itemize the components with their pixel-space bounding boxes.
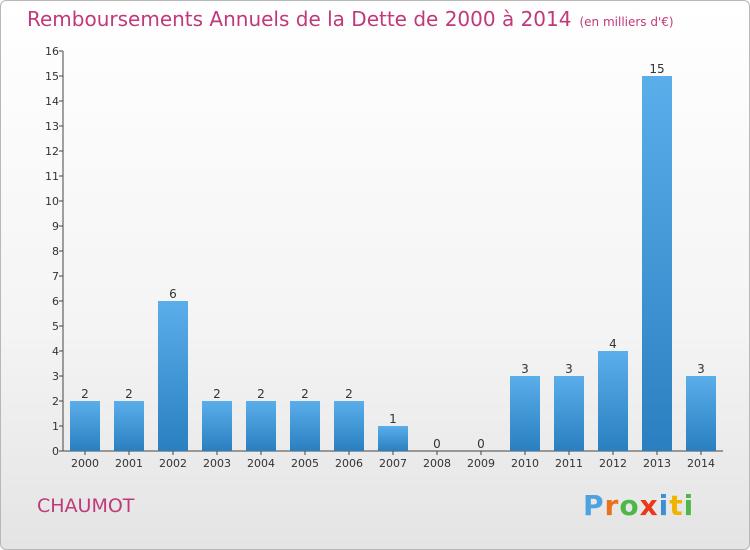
x-tick-label-2000: 2000 xyxy=(71,457,99,470)
y-tick-label: 10 xyxy=(45,195,59,208)
chart-unit: (en milliers d'€) xyxy=(579,15,674,29)
bar-2005 xyxy=(290,401,320,451)
brand-letter: i xyxy=(683,489,695,522)
value-label-2008: 0 xyxy=(433,437,441,451)
x-tick-label-2009: 2009 xyxy=(467,457,495,470)
brand-letter: i xyxy=(658,489,670,522)
bar-2011 xyxy=(554,376,584,451)
y-tick-label: 9 xyxy=(52,220,59,233)
x-tick-label-2003: 2003 xyxy=(203,457,231,470)
x-tick-label-2001: 2001 xyxy=(115,457,143,470)
chart-title: Remboursements Annuels de la Dette de 20… xyxy=(27,7,674,31)
brand-letter: o xyxy=(619,489,640,522)
y-tick-label: 7 xyxy=(52,270,59,283)
x-tick-label-2013: 2013 xyxy=(643,457,671,470)
value-label-2000: 2 xyxy=(81,387,89,401)
value-label-2006: 2 xyxy=(345,387,353,401)
value-label-2007: 1 xyxy=(389,412,397,426)
y-tick-label: 4 xyxy=(52,345,59,358)
y-tick-label: 11 xyxy=(45,170,59,183)
value-label-2002: 6 xyxy=(169,287,177,301)
x-tick-label-2014: 2014 xyxy=(687,457,715,470)
bar-layer: 2 2 6 2 2 2 2 1 0 0 3 3 4 15 3 xyxy=(70,62,716,451)
x-tick-label-2007: 2007 xyxy=(379,457,407,470)
bar-2000 xyxy=(70,401,100,451)
bar-2002 xyxy=(158,301,188,451)
bar-2010 xyxy=(510,376,540,451)
value-label-2014: 3 xyxy=(697,362,705,376)
brand-letter: P xyxy=(583,489,605,522)
brand-letter: t xyxy=(669,489,684,522)
value-label-2013: 15 xyxy=(649,62,664,76)
brand-letter: r xyxy=(604,489,620,522)
bar-2003 xyxy=(202,401,232,451)
x-tick-label-2004: 2004 xyxy=(247,457,275,470)
x-tick-label-2012: 2012 xyxy=(599,457,627,470)
value-label-2004: 2 xyxy=(257,387,265,401)
chart-title-text: Remboursements Annuels de la Dette de 20… xyxy=(27,7,572,31)
value-label-2011: 3 xyxy=(565,362,573,376)
y-tick-label: 6 xyxy=(52,295,59,308)
y-tick-label: 5 xyxy=(52,320,59,333)
y-tick-label: 1 xyxy=(52,420,59,433)
bar-2013 xyxy=(642,76,672,451)
y-tick-label: 3 xyxy=(52,370,59,383)
y-tick-label: 15 xyxy=(45,70,59,83)
x-tick-label-2010: 2010 xyxy=(511,457,539,470)
x-tick-label-2011: 2011 xyxy=(555,457,583,470)
y-tick-label: 0 xyxy=(52,445,59,458)
bar-2004 xyxy=(246,401,276,451)
y-tick-label: 14 xyxy=(45,95,59,108)
value-label-2009: 0 xyxy=(477,437,485,451)
brand-letter: x xyxy=(639,489,659,522)
value-label-2001: 2 xyxy=(125,387,133,401)
value-label-2012: 4 xyxy=(609,337,617,351)
y-tick-label: 13 xyxy=(45,120,59,133)
y-tick-label: 8 xyxy=(52,245,59,258)
x-tick-label-2002: 2002 xyxy=(159,457,187,470)
bar-2012 xyxy=(598,351,628,451)
commune-name: CHAUMOT xyxy=(37,495,135,517)
x-tick-label-2008: 2008 xyxy=(423,457,451,470)
x-tick-label-2005: 2005 xyxy=(291,457,319,470)
value-label-2010: 3 xyxy=(521,362,529,376)
y-tick-label: 12 xyxy=(45,145,59,158)
bar-2007 xyxy=(378,426,408,451)
bar-2001 xyxy=(114,401,144,451)
bar-2006 xyxy=(334,401,364,451)
bar-2014 xyxy=(686,376,716,451)
y-tick-label: 2 xyxy=(52,395,59,408)
proxiti-logo: Proxiti xyxy=(583,489,694,522)
value-label-2005: 2 xyxy=(301,387,309,401)
value-label-2003: 2 xyxy=(213,387,221,401)
y-tick-label: 16 xyxy=(45,45,59,58)
x-tick-label-2006: 2006 xyxy=(335,457,363,470)
